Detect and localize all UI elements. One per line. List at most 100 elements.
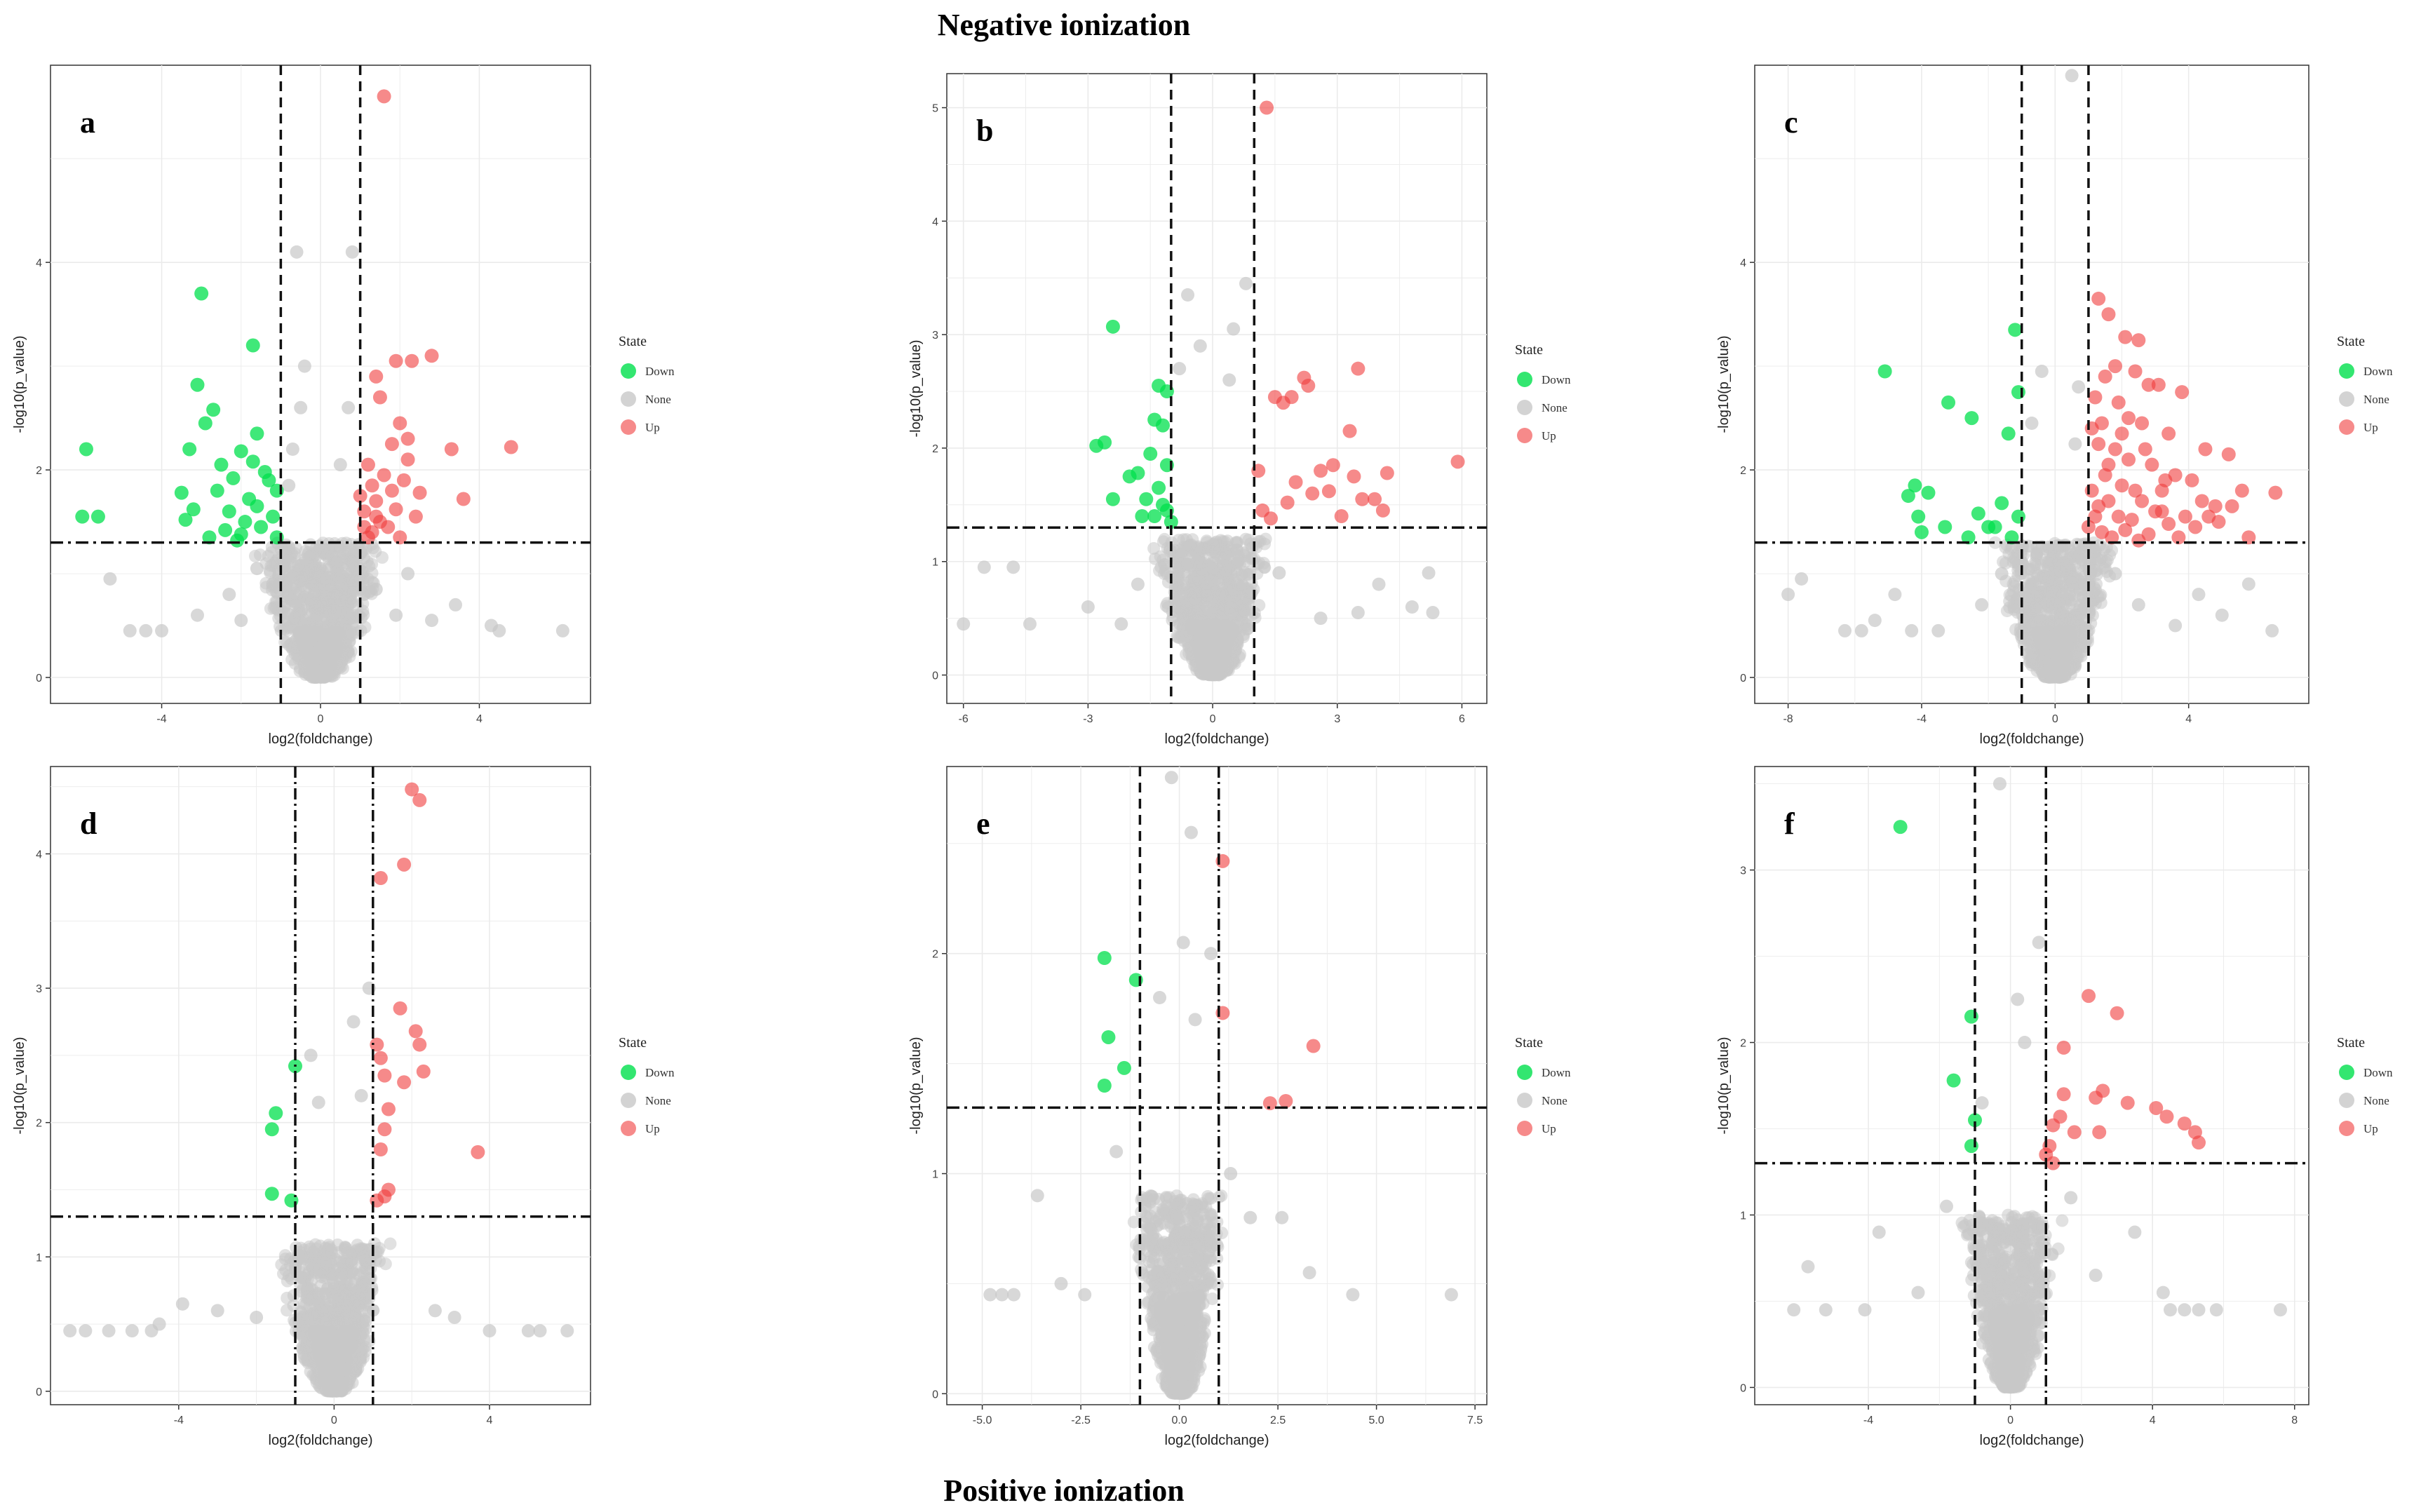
point-up — [372, 390, 387, 405]
point-down — [1139, 492, 1154, 506]
point-none — [1201, 588, 1215, 601]
y-tick-label: 3 — [932, 330, 938, 342]
point-none — [1218, 647, 1232, 660]
point-down — [1921, 485, 1936, 500]
point-up — [384, 437, 399, 452]
legend-label-down: Down — [2363, 365, 2393, 378]
point-up — [408, 509, 423, 524]
point-none — [1405, 600, 1419, 614]
point-none — [425, 614, 439, 628]
point-none — [2131, 598, 2145, 612]
legend-label-down: Down — [645, 1066, 675, 1079]
point-none — [297, 359, 311, 373]
point-down — [222, 504, 236, 519]
point-none — [1175, 582, 1188, 595]
point-up — [412, 1037, 427, 1052]
point-down — [254, 520, 269, 534]
point-down — [245, 454, 260, 469]
panel-a: -4 0 4024log2(foldchange)-log10(p_value)aS… — [12, 65, 675, 747]
point-none — [288, 586, 302, 600]
point-none — [1372, 577, 1386, 591]
x-tick-label: -3 — [1083, 713, 1093, 725]
x-tick-label: 3 — [1334, 713, 1340, 725]
point-up — [2201, 509, 2216, 524]
point-down — [234, 444, 248, 459]
point-none — [1114, 617, 1128, 631]
point-none — [2072, 380, 2086, 394]
positive-ionization-title: Positive ionization — [943, 1473, 1184, 1508]
point-none — [1422, 566, 1436, 580]
point-up — [369, 369, 384, 384]
point-down — [214, 457, 229, 472]
point-down — [226, 471, 241, 485]
point-none — [2075, 553, 2089, 567]
point-none — [276, 1267, 290, 1281]
point-down — [1911, 509, 1926, 524]
point-down — [264, 1122, 279, 1137]
point-down — [2001, 426, 2016, 441]
legend-swatch-down — [621, 1065, 636, 1080]
x-axis-label: log2(foldchange) — [1165, 731, 1269, 747]
point-none — [304, 1048, 318, 1062]
point-none — [1995, 567, 2009, 581]
legend-label-up: Up — [645, 1122, 660, 1135]
point-none — [1245, 608, 1258, 621]
point-none — [311, 646, 324, 659]
legend-title: State — [1515, 342, 1543, 358]
point-up — [456, 492, 471, 506]
point-none — [63, 1324, 77, 1338]
point-none — [1193, 570, 1206, 583]
point-up — [381, 520, 396, 534]
point-none — [1224, 600, 1237, 614]
x-tick-label: 0 — [331, 1415, 337, 1426]
point-none — [2053, 539, 2066, 552]
point-down — [182, 442, 197, 457]
point-up — [369, 494, 384, 508]
point-none — [2103, 548, 2117, 562]
point-none — [250, 562, 264, 576]
point-up — [373, 871, 388, 886]
y-tick-label: 0 — [36, 1386, 42, 1398]
point-up — [2135, 416, 2150, 431]
point-none — [2084, 616, 2098, 630]
point-none — [342, 400, 356, 414]
point-none — [1795, 572, 1809, 586]
point-none — [384, 1237, 397, 1250]
point-down — [1143, 447, 1158, 461]
panel-d: -4 0 401234log2(foldchange)-log10(p_value)… — [12, 766, 675, 1448]
point-none — [2060, 562, 2073, 575]
y-tick-label: 2 — [36, 465, 42, 477]
point-none — [329, 626, 342, 640]
point-none — [313, 1263, 326, 1276]
point-none — [356, 1250, 370, 1264]
point-up — [2122, 411, 2136, 426]
point-up — [2151, 377, 2166, 392]
point-down — [1147, 509, 1162, 524]
point-none — [1227, 322, 1241, 336]
point-none — [1257, 557, 1270, 570]
legend-label-down: Down — [1542, 373, 1571, 386]
y-tick-label: 1 — [36, 1252, 42, 1264]
point-up — [397, 857, 412, 872]
point-none — [1176, 541, 1189, 554]
panel-letter: c — [1784, 105, 1798, 140]
point-none — [2068, 589, 2082, 602]
point-none — [2007, 603, 2021, 616]
point-none — [2084, 595, 2097, 609]
point-none — [1240, 545, 1253, 558]
point-down — [1877, 364, 1892, 379]
point-down — [90, 509, 105, 524]
point-up — [2162, 517, 2176, 532]
panel-letter: d — [80, 806, 97, 841]
x-tick-label: -4 — [1917, 713, 1927, 725]
point-none — [123, 623, 137, 637]
point-none — [315, 1354, 328, 1367]
point-none — [555, 623, 569, 637]
point-down — [75, 509, 90, 524]
legend-swatch-up — [2339, 419, 2354, 435]
point-up — [369, 509, 384, 524]
point-up — [405, 353, 419, 368]
point-none — [1888, 588, 1902, 602]
point-none — [294, 400, 308, 414]
point-none — [1131, 577, 1145, 591]
